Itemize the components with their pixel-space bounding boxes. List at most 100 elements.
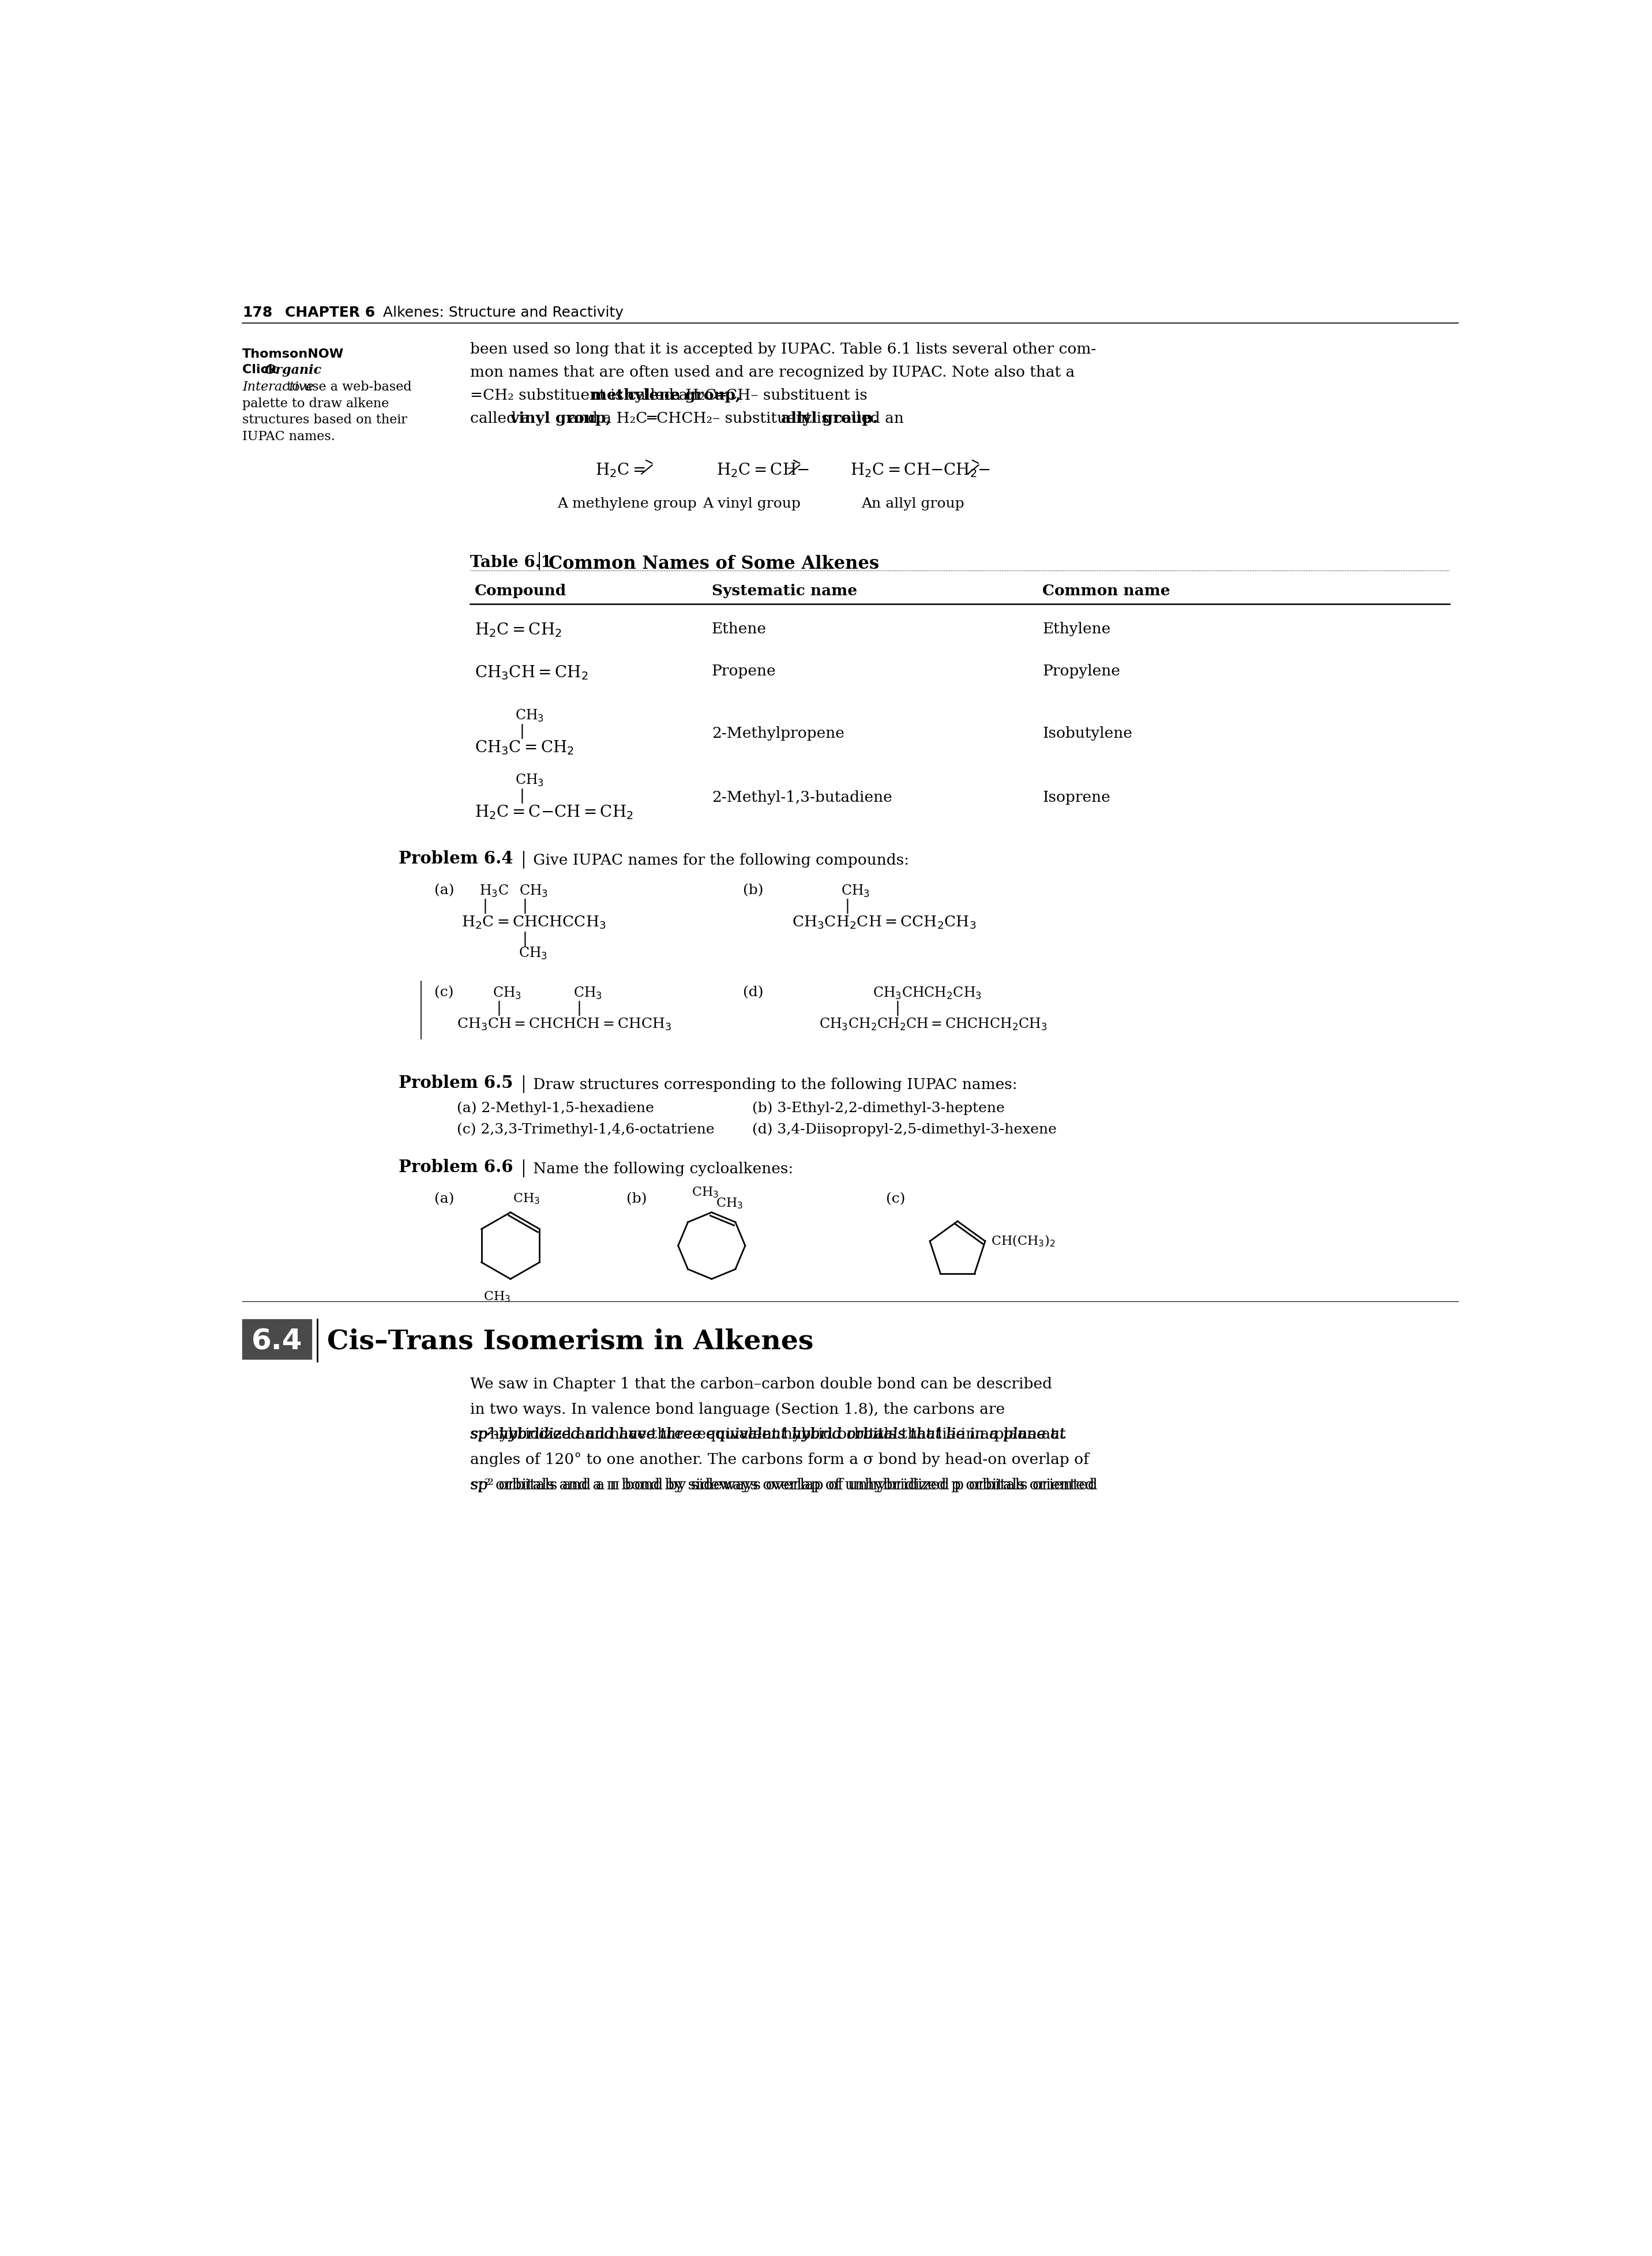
Text: CH(CH$_3$)$_2$: CH(CH$_3$)$_2$ [991, 1234, 1056, 1248]
Text: CH$_3$CH$=$CHCHCH$=$CHCH$_3$: CH$_3$CH$=$CHCHCH$=$CHCH$_3$ [458, 1017, 671, 1031]
Text: CH$_3$: CH$_3$ [841, 884, 871, 898]
Text: |: | [577, 1002, 582, 1015]
Text: Common Names of Some Alkenes: Common Names of Some Alkenes [548, 555, 879, 573]
Text: IUPAC names.: IUPAC names. [243, 431, 335, 442]
Text: CH$_3$CHCH$_2$CH$_3$: CH$_3$CHCH$_2$CH$_3$ [872, 986, 981, 1002]
Text: A methylene group: A methylene group [557, 496, 697, 510]
Text: 2-Methyl-1,3-butadiene: 2-Methyl-1,3-butadiene [712, 790, 892, 805]
Text: a H₂C═CH– substituent is: a H₂C═CH– substituent is [667, 388, 867, 402]
Text: been used so long that it is accepted by IUPAC. Table 6.1 lists several other co: been used so long that it is accepted by… [471, 343, 1097, 356]
Text: (a) 2-Methyl-1,5-hexadiene: (a) 2-Methyl-1,5-hexadiene [458, 1101, 654, 1114]
Text: methylene group,: methylene group, [591, 388, 742, 402]
Text: =CH₂ substituent is called a: =CH₂ substituent is called a [471, 388, 692, 402]
Text: and a H₂C═CHCH₂– substituent is called an: and a H₂C═CHCH₂– substituent is called a… [563, 411, 909, 426]
Text: │ Name the following cycloalkenes:: │ Name the following cycloalkenes: [519, 1160, 793, 1178]
Text: H$_3$C: H$_3$C [479, 884, 509, 898]
Text: Cis–Trans Isomerism in Alkenes: Cis–Trans Isomerism in Alkenes [327, 1329, 814, 1354]
Text: |: | [482, 898, 487, 914]
Text: Isobutylene: Isobutylene [1042, 726, 1132, 740]
Text: CH$_3$: CH$_3$ [515, 772, 544, 787]
Text: CH$_3$CH$_2$CH$_2$CH$=$CHCHCH$_2$CH$_3$: CH$_3$CH$_2$CH$_2$CH$=$CHCHCH$_2$CH$_3$ [819, 1017, 1047, 1031]
Text: vinyl group,: vinyl group, [510, 411, 611, 426]
Text: in two ways. In valence bond language (Section 1.8), the carbons are: in two ways. In valence bond language (S… [471, 1401, 1004, 1417]
Text: |: | [895, 1002, 900, 1015]
Text: We saw in Chapter 1 that the carbon–carbon double bond can be described: We saw in Chapter 1 that the carbon–carb… [471, 1376, 1052, 1392]
Text: Propene: Propene [712, 663, 776, 679]
Text: Compound: Compound [474, 584, 567, 598]
Text: mon names that are often used and are recognized by IUPAC. Note also that a: mon names that are often used and are re… [471, 365, 1075, 379]
Text: CH$_3$: CH$_3$ [519, 945, 547, 961]
Text: |: | [522, 898, 527, 914]
Text: 6.4: 6.4 [251, 1327, 302, 1356]
Text: H$_2$C$=$CH$_2$: H$_2$C$=$CH$_2$ [474, 623, 562, 638]
Text: Organic: Organic [264, 363, 322, 377]
Text: CH$_3$: CH$_3$ [691, 1184, 719, 1198]
Text: (d) 3,4-Diisopropyl-2,5-dimethyl-3-hexene: (d) 3,4-Diisopropyl-2,5-dimethyl-3-hexen… [752, 1123, 1056, 1137]
Text: CH$_3$: CH$_3$ [715, 1196, 743, 1209]
Text: |: | [519, 790, 525, 803]
Text: CH$_3$CH$=$CH$_2$: CH$_3$CH$=$CH$_2$ [474, 663, 588, 681]
Text: Ethene: Ethene [712, 623, 767, 636]
Text: Propylene: Propylene [1042, 663, 1120, 679]
Text: (c): (c) [885, 1193, 905, 1205]
Text: sp²-hybridized and have three equivalent hybrid orbitals that lie in a plane at: sp²-hybridized and have three equivalent… [471, 1428, 1066, 1442]
Text: to use a web-based: to use a web-based [282, 381, 411, 393]
Text: Isoprene: Isoprene [1042, 790, 1110, 805]
Text: CH$_3$CH$_2$CH$=$CCH$_2$CH$_3$: CH$_3$CH$_2$CH$=$CCH$_2$CH$_3$ [791, 914, 976, 932]
Text: H$_2$C$=$: H$_2$C$=$ [595, 462, 646, 478]
Text: A vinyl group: A vinyl group [702, 496, 801, 510]
Text: |: | [522, 932, 527, 948]
Text: (c) 2,3,3-Trimethyl-1,4,6-octatriene: (c) 2,3,3-Trimethyl-1,4,6-octatriene [458, 1123, 714, 1137]
Text: Problem 6.6: Problem 6.6 [398, 1160, 514, 1175]
Text: 2-Methylpropene: 2-Methylpropene [712, 726, 844, 740]
Text: (d): (d) [743, 986, 763, 999]
Text: (a): (a) [434, 1193, 454, 1205]
Text: │ Draw structures corresponding to the following IUPAC names:: │ Draw structures corresponding to the f… [519, 1074, 1018, 1092]
Text: |: | [844, 898, 851, 914]
Text: palette to draw alkene: palette to draw alkene [243, 397, 388, 411]
Text: allyl group.: allyl group. [781, 411, 877, 426]
Text: │ Give IUPAC names for the following compounds:: │ Give IUPAC names for the following com… [519, 851, 909, 869]
Text: angles of 120° to one another. The carbons form a σ bond by head-on overlap of: angles of 120° to one another. The carbo… [471, 1453, 1089, 1466]
Text: CH$_3$: CH$_3$ [573, 986, 601, 1002]
Text: CH$_3$: CH$_3$ [515, 708, 544, 724]
Text: Problem 6.4: Problem 6.4 [398, 851, 514, 866]
Text: H$_2$C$=$C$-$CH$=$CH$_2$: H$_2$C$=$C$-$CH$=$CH$_2$ [474, 803, 633, 821]
Text: H$_2$C$=$CH$-$: H$_2$C$=$CH$-$ [715, 462, 809, 478]
Text: sp² orbitals and a π bond by sideways overlap of unhybridized p orbitals oriente: sp² orbitals and a π bond by sideways ov… [471, 1478, 1097, 1493]
Text: CH$_3$C$=$CH$_2$: CH$_3$C$=$CH$_2$ [474, 740, 575, 756]
Text: Common name: Common name [1042, 584, 1170, 598]
Text: structures based on their: structures based on their [243, 413, 408, 426]
Text: sp²-hybridized and have three equivalent hybrid orbitals that lie in a plane at: sp²-hybridized and have three equivalent… [471, 1428, 1066, 1442]
Text: CH$_3$: CH$_3$ [484, 1290, 510, 1304]
Text: (b) 3-Ethyl-2,2-dimethyl-3-heptene: (b) 3-Ethyl-2,2-dimethyl-3-heptene [752, 1101, 1004, 1114]
Text: CHAPTER 6: CHAPTER 6 [284, 307, 375, 320]
Text: CH$_3$: CH$_3$ [492, 986, 522, 1002]
Text: (c): (c) [434, 986, 454, 999]
Text: Click: Click [243, 363, 281, 374]
Text: |: | [519, 724, 525, 740]
Text: ThomsonNOW: ThomsonNOW [243, 347, 344, 361]
Text: |: | [496, 1002, 501, 1015]
Text: sp²: sp² [471, 1428, 494, 1442]
Text: (b): (b) [743, 884, 763, 898]
Text: called a: called a [471, 411, 535, 426]
Text: -hybridized and have three equivalent hybrid orbitals that lie in a plane at: -hybridized and have three equivalent hy… [471, 1428, 1057, 1442]
Text: H$_2$C$=$CHCHCCH$_3$: H$_2$C$=$CHCHCCH$_3$ [461, 914, 606, 932]
Text: H$_2$C$=$CH$-$CH$_2$$-$: H$_2$C$=$CH$-$CH$_2$$-$ [851, 462, 990, 478]
Text: CH$_3$: CH$_3$ [519, 884, 548, 898]
Text: Ethylene: Ethylene [1042, 623, 1110, 636]
Text: Interactive: Interactive [243, 381, 314, 393]
Text: An allyl group: An allyl group [861, 496, 965, 510]
Text: CH$_3$: CH$_3$ [512, 1191, 540, 1205]
FancyBboxPatch shape [243, 1320, 312, 1358]
Text: Table 6.1: Table 6.1 [471, 555, 552, 571]
Text: Problem 6.5: Problem 6.5 [398, 1074, 514, 1092]
Text: Alkenes: Structure and Reactivity: Alkenes: Structure and Reactivity [383, 307, 623, 320]
Text: Systematic name: Systematic name [712, 584, 857, 598]
Text: (b): (b) [626, 1193, 648, 1205]
Text: (a): (a) [434, 884, 454, 898]
Text: sp: sp [471, 1478, 487, 1493]
Text: 178: 178 [243, 307, 273, 320]
Text: ² orbitals and a π bond by sideways overlap of unhybridized p orbitals oriented: ² orbitals and a π bond by sideways over… [471, 1478, 1095, 1493]
